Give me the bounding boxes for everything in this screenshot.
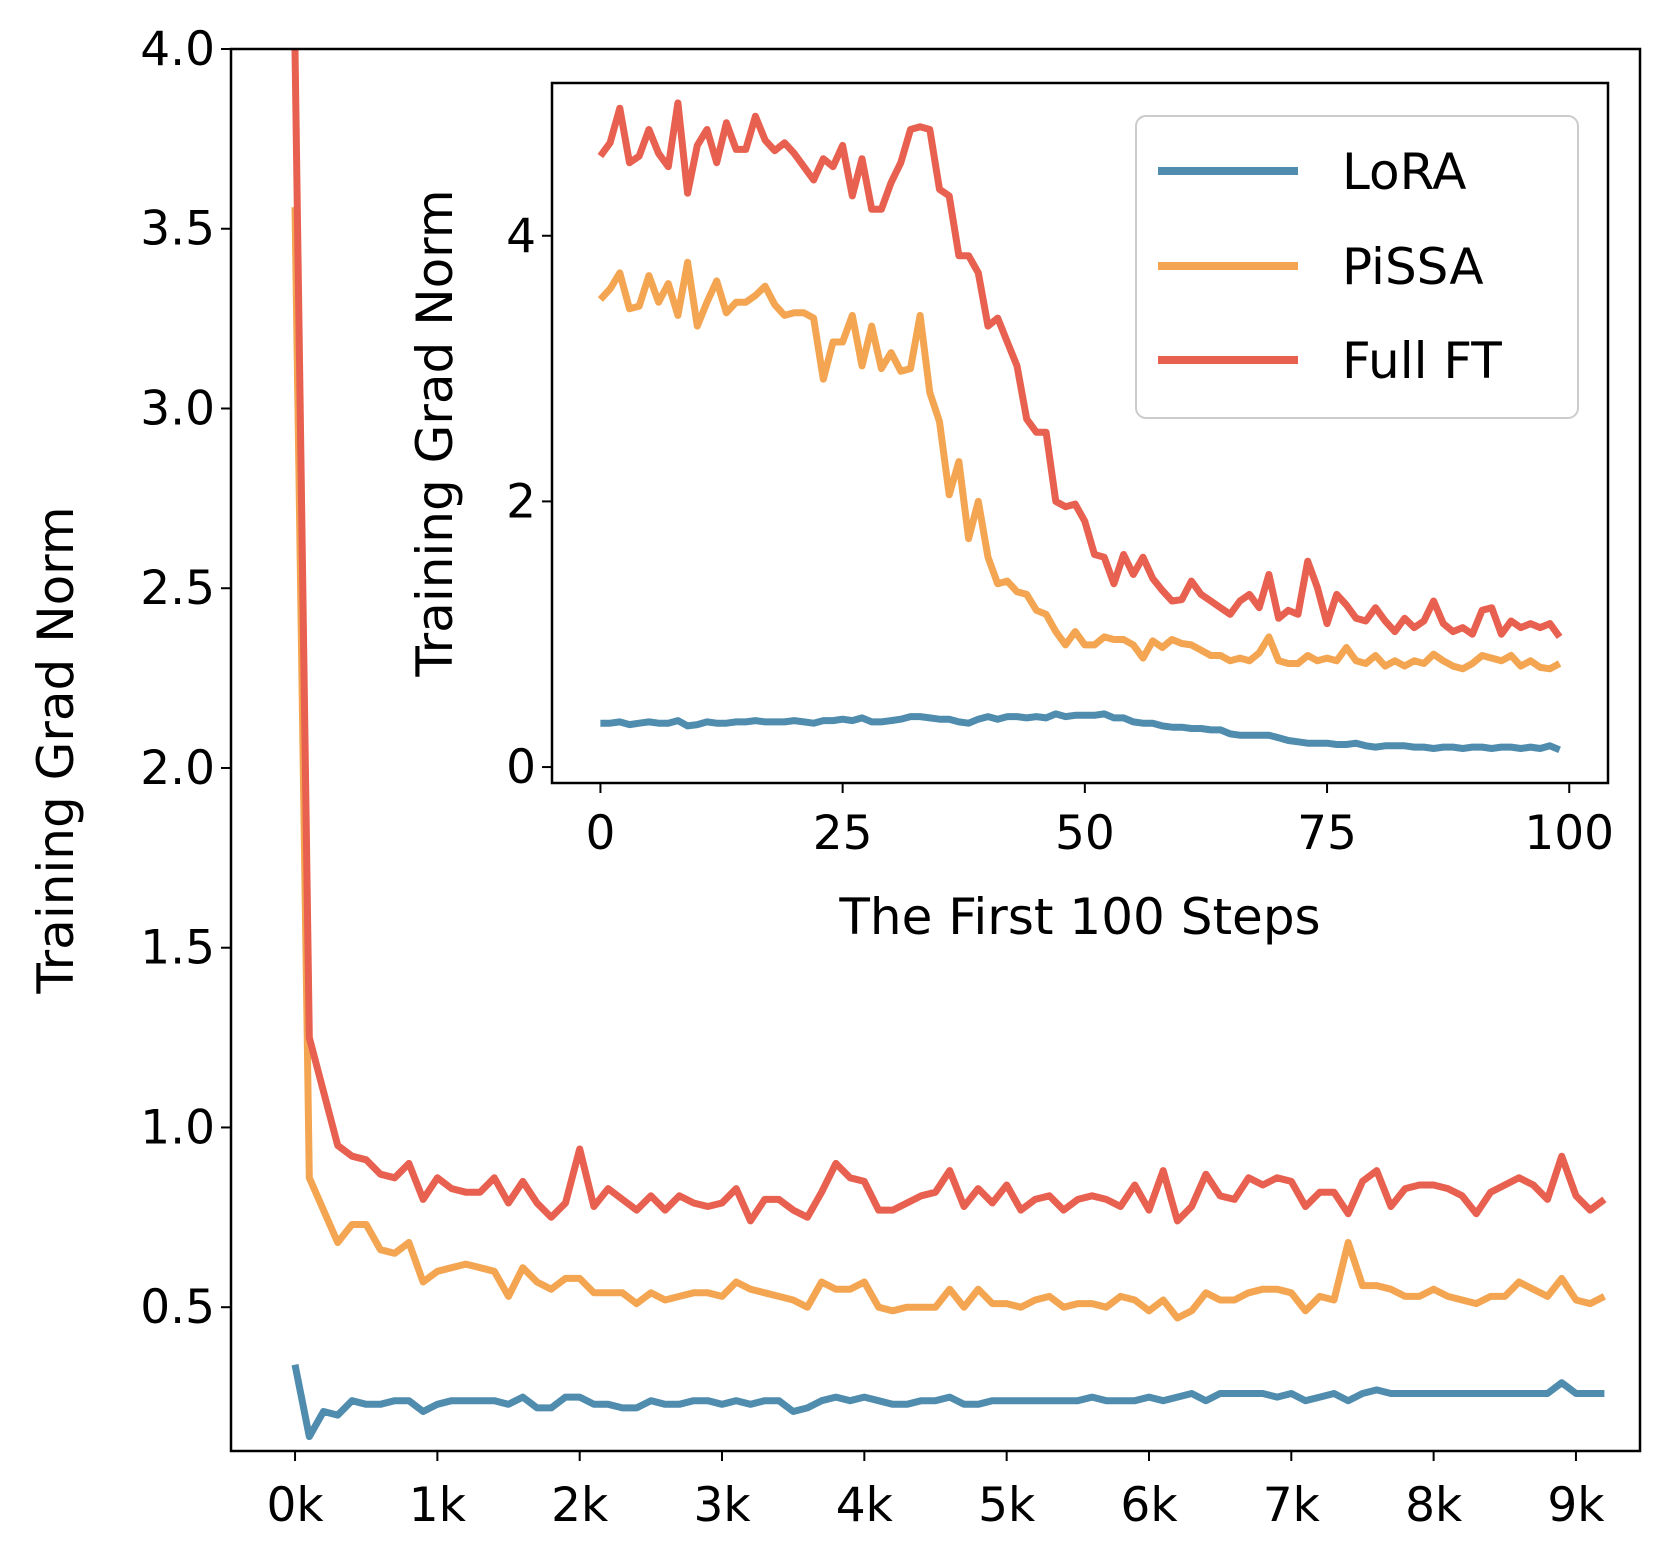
legend-label-pissa: PiSSA [1342,238,1484,296]
inset-series-lines [597,99,1563,754]
inset-y-tick-label: 0 [506,740,536,795]
legend-box [1135,115,1579,419]
main-x-tick-label: 5k [978,1478,1036,1533]
main-x-tick-label: 3k [693,1478,751,1533]
main-plot: 0k 1k 2k 3k 4k 5k 6k 7k 8k 9k 0.5 1.0 1.5 2.0 2.5 3.0 3… [27,22,1642,1533]
inset-x-tick-label: 75 [1297,806,1357,861]
main-x-ticks: 0k 1k 2k 3k 4k 5k 6k 7k 8k 9k [266,1451,1605,1533]
main-y-tick-label: 3.0 [140,381,215,436]
main-y-ticks: 0.5 1.0 1.5 2.0 2.5 3.0 3.5 4.0 [140,22,231,1335]
legend-label-full-ft: Full FT [1342,332,1502,390]
main-line-lora [291,1364,1605,1441]
main-y-tick-label: 2.5 [140,561,215,616]
main-x-tick-label: 8k [1405,1478,1463,1533]
main-y-tick-label: 0.5 [140,1280,215,1335]
inset-x-ticks: 0 25 50 75 100 [585,783,1614,861]
main-y-tick-label: 1.5 [140,921,215,976]
inset-x-tick-label: 25 [813,806,873,861]
inset-x-tick-label: 0 [585,806,615,861]
main-x-tick-label: 1k [409,1478,467,1533]
inset-plot: 0 25 50 75 100 0 2 4 The First 100 Steps Train… [406,81,1614,946]
main-line-pissa [291,207,1606,1322]
main-x-tick-label: 6k [1120,1478,1178,1533]
main-y-axis-label: Training Grad Norm [27,506,85,994]
inset-y-axis-label: Training Grad Norm [406,189,464,677]
legend-label-lora: LoRA [1342,143,1467,201]
main-x-tick-label: 4k [836,1478,894,1533]
main-y-tick-label: 4.0 [140,22,215,77]
main-x-tick-label: 2k [551,1478,609,1533]
main-plot-frame [229,47,1642,1453]
inset-line-pissa [597,258,1562,673]
inset-line-lora [600,710,1561,754]
main-line-full-ft [291,49,1607,1225]
inset-y-ticks: 0 2 4 [506,209,552,795]
main-y-tick-label: 1.0 [140,1100,215,1155]
inset-x-tick-label: 100 [1524,806,1614,861]
inset-y-tick-label: 2 [506,474,536,529]
main-y-tick-label: 3.5 [140,202,215,257]
legend: LoRA PiSSA Full FT [1135,115,1579,419]
inset-y-tick-label: 4 [506,209,536,264]
main-x-tick-label: 7k [1263,1478,1321,1533]
main-x-tick-label: 0k [266,1478,324,1533]
inset-x-tick-label: 50 [1055,806,1115,861]
inset-x-axis-label: The First 100 Steps [838,888,1320,946]
inset-plot-frame [550,81,1610,785]
main-x-tick-label: 9k [1547,1478,1605,1533]
main-series-lines [291,49,1607,1441]
inset-line-full-ft [597,99,1563,639]
main-y-tick-label: 2.0 [140,741,215,796]
